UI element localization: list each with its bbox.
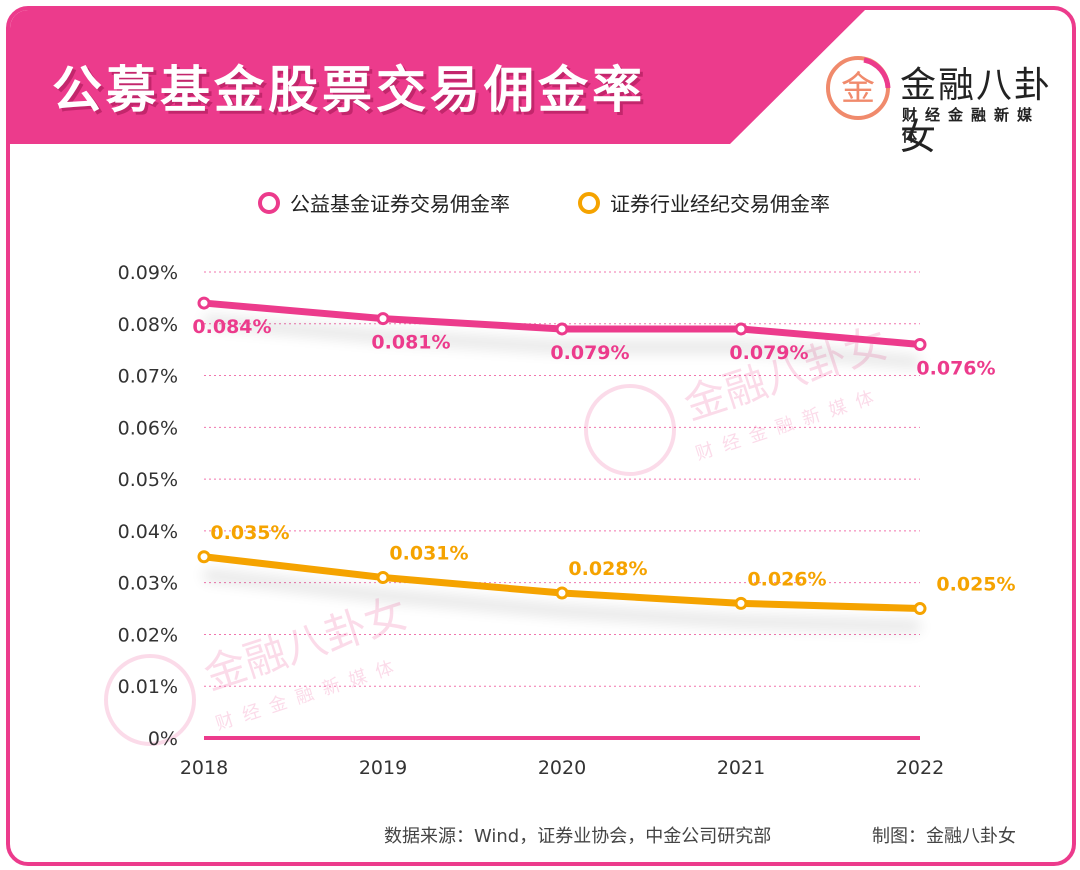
brand-logo: 金 金融八卦女 财经金融新媒体 bbox=[822, 50, 1062, 158]
data-label: 0.079% bbox=[550, 342, 629, 364]
data-point bbox=[555, 322, 569, 336]
y-tick-label: 0.07% bbox=[118, 366, 178, 388]
data-point bbox=[913, 602, 927, 616]
x-tick-label: 2021 bbox=[717, 757, 765, 779]
data-label: 0.079% bbox=[729, 342, 808, 364]
data-point bbox=[197, 550, 211, 564]
data-label: 0.031% bbox=[389, 542, 468, 564]
data-label: 0.026% bbox=[747, 568, 826, 590]
header-band bbox=[10, 10, 865, 144]
legend: 公益基金证券交易佣金率 证券行业经纪交易佣金率 bbox=[10, 188, 1072, 218]
legend-marker-pink-icon bbox=[258, 191, 280, 214]
legend-marker-orange-icon bbox=[578, 191, 600, 214]
data-point bbox=[376, 570, 390, 584]
data-point bbox=[197, 296, 211, 310]
data-label: 0.025% bbox=[936, 574, 1015, 596]
data-label: 0.081% bbox=[371, 332, 450, 354]
data-label: 0.076% bbox=[916, 357, 995, 379]
x-tick-label: 2018 bbox=[180, 757, 228, 779]
x-tick-label: 2022 bbox=[896, 757, 944, 779]
brand-logo-icon: 金 bbox=[826, 56, 891, 120]
data-point bbox=[734, 596, 748, 610]
chart-title: 公募基金股票交易佣金率 bbox=[52, 61, 646, 119]
legend-item-series2: 证券行业经纪交易佣金率 bbox=[578, 188, 830, 217]
y-tick-label: 0.01% bbox=[118, 676, 178, 698]
series-shadow bbox=[203, 316, 921, 368]
x-tick-label: 2020 bbox=[538, 757, 586, 779]
data-point bbox=[913, 337, 927, 351]
y-tick-label: 0.05% bbox=[118, 469, 178, 491]
y-tick-label: 0% bbox=[148, 728, 178, 750]
y-tick-label: 0.03% bbox=[118, 573, 178, 595]
brand-logo-char: 金 bbox=[841, 69, 875, 109]
data-label: 0.084% bbox=[192, 316, 271, 338]
y-tick-label: 0.09% bbox=[118, 262, 178, 284]
data-label: 0.035% bbox=[210, 522, 289, 544]
line-chart: 0.09% 0.08% 0.07% 0.06% 0.05% 0.04% 0.03% 0.02%… bbox=[118, 262, 1016, 779]
y-tick-label: 0.04% bbox=[118, 521, 178, 543]
source-note: 数据来源：Wind，证券业协会，中金公司研究部 bbox=[384, 826, 772, 847]
data-point bbox=[734, 322, 748, 336]
brand-name: 金融八卦女 bbox=[900, 65, 1053, 158]
data-point bbox=[555, 586, 569, 600]
legend-item-series1: 公益基金证券交易佣金率 bbox=[258, 188, 510, 217]
data-label: 0.028% bbox=[568, 558, 647, 580]
data-point bbox=[376, 312, 390, 326]
brand-subtitle: 财经金融新媒体 bbox=[902, 106, 1041, 145]
series-shadow bbox=[203, 569, 921, 632]
legend-label-series1: 公益基金证券交易佣金率 bbox=[290, 192, 510, 216]
credit-note: 制图：金融八卦女 bbox=[872, 826, 1016, 847]
x-tick-label: 2019 bbox=[359, 757, 407, 779]
y-tick-label: 0.02% bbox=[118, 624, 178, 646]
y-tick-label: 0.08% bbox=[118, 314, 178, 336]
chart-frame: 公募基金股票交易佣金率 金 金融八卦女 财经金融新媒体 公益基金证券交易佣金率 … bbox=[6, 6, 1076, 866]
y-tick-label: 0.06% bbox=[118, 417, 178, 439]
legend-label-series2: 证券行业经纪交易佣金率 bbox=[610, 192, 830, 216]
